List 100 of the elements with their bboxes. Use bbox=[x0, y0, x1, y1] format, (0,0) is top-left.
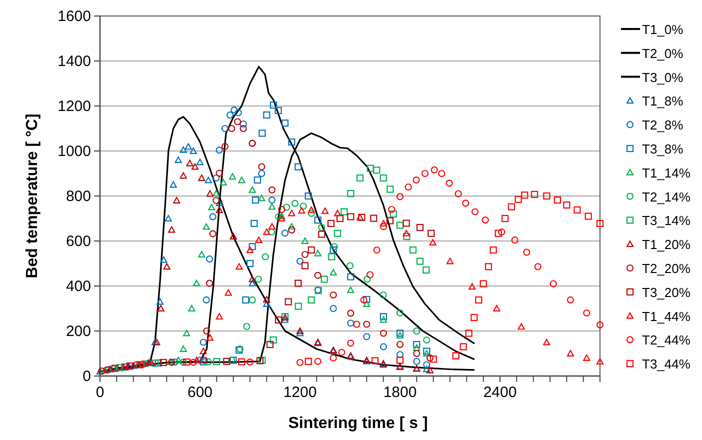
point bbox=[438, 170, 446, 178]
point bbox=[190, 147, 197, 154]
point bbox=[334, 210, 342, 216]
point bbox=[347, 340, 354, 347]
point bbox=[330, 291, 337, 299]
point bbox=[364, 276, 371, 283]
point bbox=[212, 174, 220, 182]
point bbox=[584, 212, 592, 220]
point bbox=[281, 316, 289, 323]
point bbox=[423, 336, 430, 344]
legend-label: T2_14% bbox=[642, 189, 691, 204]
point bbox=[208, 204, 216, 210]
point bbox=[254, 176, 262, 184]
point bbox=[366, 164, 374, 172]
x-tick-label: 600 bbox=[187, 384, 213, 401]
point bbox=[413, 358, 420, 365]
y-tick-label: 200 bbox=[66, 323, 91, 340]
point bbox=[258, 194, 266, 202]
legend-label: T2_44% bbox=[642, 332, 691, 348]
point bbox=[221, 124, 229, 132]
point bbox=[347, 320, 354, 327]
point bbox=[258, 170, 266, 178]
point bbox=[246, 246, 254, 253]
point bbox=[296, 330, 304, 336]
point bbox=[574, 206, 581, 214]
point bbox=[468, 283, 476, 290]
point bbox=[402, 230, 410, 236]
point bbox=[281, 120, 289, 127]
point bbox=[230, 106, 238, 114]
point bbox=[301, 262, 309, 270]
point bbox=[216, 200, 223, 206]
point bbox=[347, 190, 354, 198]
point bbox=[236, 263, 243, 270]
point bbox=[116, 364, 124, 372]
point bbox=[429, 239, 436, 246]
point bbox=[511, 236, 518, 244]
point bbox=[234, 109, 242, 116]
point bbox=[330, 304, 337, 312]
x-tick-label: 0 bbox=[96, 384, 104, 401]
point bbox=[340, 208, 348, 216]
point bbox=[390, 210, 397, 218]
point bbox=[409, 246, 417, 254]
point bbox=[462, 200, 470, 207]
point bbox=[202, 223, 210, 230]
point bbox=[550, 280, 557, 288]
legend-label: T2_8% bbox=[642, 118, 684, 133]
x-tick-label: 1200 bbox=[283, 384, 317, 401]
legend-label: T3_8% bbox=[642, 142, 684, 156]
point bbox=[168, 226, 176, 233]
legend-label: T3_14% bbox=[642, 213, 691, 228]
point bbox=[202, 296, 210, 304]
point bbox=[206, 280, 214, 287]
point bbox=[198, 174, 206, 181]
point bbox=[270, 102, 278, 109]
point bbox=[360, 296, 368, 304]
point bbox=[212, 190, 220, 196]
point bbox=[386, 217, 394, 224]
point bbox=[216, 313, 223, 320]
point bbox=[330, 268, 337, 276]
y-axis-title: Bed temperature [ °C] bbox=[24, 114, 41, 278]
point bbox=[330, 246, 337, 254]
point bbox=[346, 262, 354, 270]
point bbox=[356, 174, 364, 182]
point bbox=[321, 208, 329, 214]
point bbox=[160, 358, 167, 366]
point bbox=[423, 361, 430, 368]
legend-label: T1_8% bbox=[642, 94, 684, 109]
point bbox=[380, 174, 387, 182]
point bbox=[523, 248, 530, 256]
point bbox=[416, 258, 424, 265]
point bbox=[366, 271, 374, 278]
point bbox=[380, 330, 388, 337]
point bbox=[203, 327, 210, 335]
point bbox=[454, 190, 462, 198]
point bbox=[268, 223, 276, 230]
point bbox=[228, 124, 236, 132]
point bbox=[421, 170, 429, 178]
point bbox=[294, 163, 302, 170]
point bbox=[190, 358, 197, 366]
point bbox=[583, 354, 590, 361]
point bbox=[234, 118, 242, 126]
point bbox=[347, 286, 354, 293]
point bbox=[480, 280, 487, 288]
point bbox=[173, 196, 180, 204]
point bbox=[301, 237, 309, 244]
point bbox=[193, 356, 200, 364]
point bbox=[288, 223, 296, 230]
point bbox=[238, 358, 246, 366]
point bbox=[184, 143, 192, 150]
point bbox=[228, 173, 236, 180]
point bbox=[347, 213, 354, 220]
point bbox=[501, 214, 509, 222]
point bbox=[263, 111, 270, 119]
point bbox=[180, 345, 187, 352]
point bbox=[266, 340, 274, 348]
point bbox=[396, 356, 404, 364]
y-tick-label: 400 bbox=[66, 278, 91, 295]
x-axis-title: Sintering time [ s ] bbox=[288, 415, 428, 432]
point bbox=[554, 196, 562, 204]
point bbox=[396, 351, 404, 358]
